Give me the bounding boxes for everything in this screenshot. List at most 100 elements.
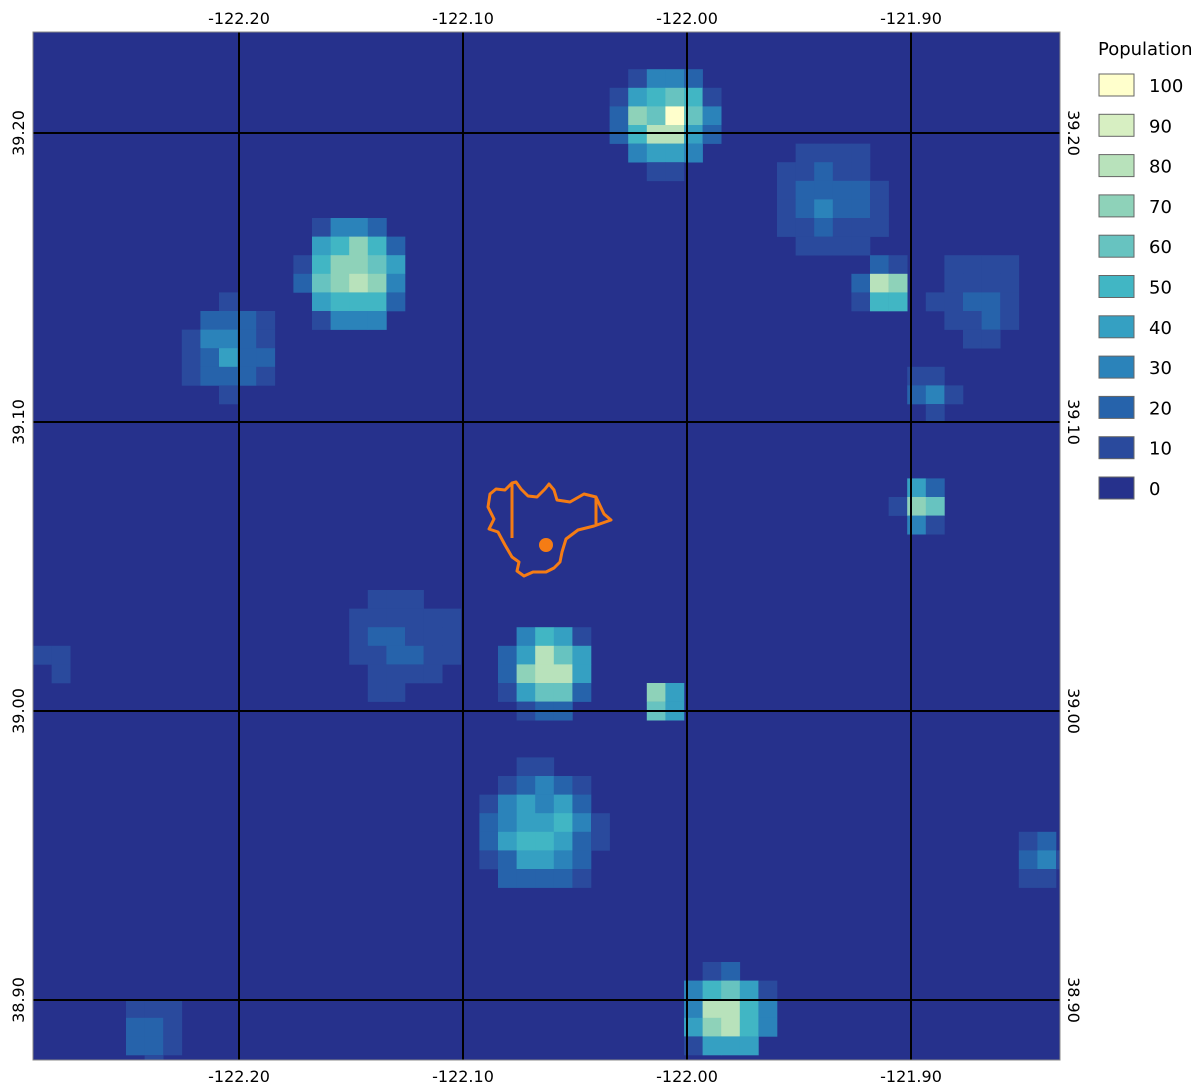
raster-cell [739, 999, 759, 1019]
raster-cell [535, 757, 555, 777]
legend-swatch [1098, 275, 1135, 298]
raster-cell [553, 683, 573, 702]
raster-cell [349, 311, 369, 330]
raster-cell [572, 794, 592, 814]
raster-cell [1018, 850, 1038, 870]
legend-title: Population [1098, 39, 1193, 60]
raster-cell [572, 664, 592, 684]
raster-cell [237, 311, 257, 330]
lon-tick-label-bottom: -121.90 [880, 1067, 942, 1086]
legend-swatch [1098, 73, 1135, 97]
raster-cell [702, 1017, 722, 1037]
raster-cell [330, 292, 350, 312]
raster-cell [219, 366, 238, 386]
raster-cell [684, 87, 703, 107]
lon-tick-label-top: -122.00 [656, 9, 718, 28]
raster-cell [256, 366, 276, 386]
raster-cell [312, 218, 331, 237]
raster-cell [795, 162, 815, 182]
raster-cell [758, 980, 778, 1000]
raster-cell [702, 980, 722, 1000]
raster-cell [293, 273, 313, 293]
raster-cell [1000, 255, 1020, 275]
raster-cell [870, 180, 889, 200]
raster-cell [51, 645, 71, 665]
raster-cell [144, 1017, 164, 1037]
raster-cell [814, 218, 834, 237]
raster-cell [851, 143, 871, 163]
raster-cell [944, 311, 964, 330]
lat-tick-label-right: 38.90 [1064, 977, 1083, 1023]
raster-cell [498, 645, 517, 665]
raster-cell [516, 757, 536, 777]
raster-cell [126, 1017, 145, 1037]
raster-cell [349, 292, 369, 312]
raster-cell [367, 627, 387, 647]
raster-cell [479, 813, 499, 833]
raster-cell [349, 273, 369, 293]
raster-cell [219, 292, 238, 312]
lat-tick-label-right: 39.00 [1064, 688, 1083, 734]
raster-cell [814, 180, 834, 200]
raster-cell [646, 162, 666, 182]
raster-cell [200, 329, 220, 349]
raster-cell [498, 683, 517, 702]
raster-cell [516, 683, 536, 702]
raster-cell [219, 385, 238, 405]
raster-cell [312, 273, 331, 293]
raster-cell [349, 255, 369, 275]
raster-cell [888, 273, 908, 293]
raster-cell [33, 645, 52, 665]
raster-cell [256, 329, 276, 349]
raster-cell [981, 273, 1001, 293]
raster-cell [665, 87, 685, 107]
raster-cell [944, 292, 964, 312]
raster-cell [572, 869, 592, 888]
raster-cell [516, 813, 536, 833]
raster-cell [870, 292, 889, 312]
raster-cell [832, 218, 852, 237]
raster-cell [312, 292, 331, 312]
raster-cell [535, 850, 555, 870]
raster-cell [516, 869, 536, 888]
raster-cell [814, 199, 834, 219]
raster-cell [814, 236, 834, 256]
raster-cell [1018, 831, 1038, 851]
raster-cell [739, 980, 759, 1000]
raster-cell [535, 645, 555, 665]
raster-cell [665, 106, 685, 126]
legend-label: 100 [1149, 76, 1183, 97]
raster-cell [516, 664, 536, 684]
raster-cell [367, 273, 387, 293]
raster-cell [702, 106, 722, 126]
legend-swatch [1098, 154, 1135, 178]
raster-cell [963, 255, 982, 275]
raster-cell [330, 255, 350, 275]
raster-cell [367, 236, 387, 256]
raster-cell [423, 608, 443, 628]
legend-label: 70 [1149, 197, 1172, 218]
raster-cell [721, 962, 741, 981]
raster-cell [702, 999, 722, 1019]
raster-cell [330, 236, 350, 256]
raster-cell [200, 348, 220, 368]
raster-cell [386, 683, 406, 702]
raster-cell [386, 273, 406, 293]
raster-cell [702, 962, 722, 981]
raster-cell [572, 645, 592, 665]
raster-cell [405, 645, 424, 665]
raster-cell [628, 106, 648, 126]
raster-cell [516, 850, 536, 870]
raster-cell [349, 236, 369, 256]
legend-label: 40 [1149, 318, 1172, 339]
raster-cell [181, 366, 201, 386]
raster-cell [646, 106, 666, 126]
raster-cell [963, 311, 982, 330]
raster-cell [684, 106, 703, 126]
raster-cell [758, 999, 778, 1019]
raster-cell [925, 497, 945, 516]
raster-cell [535, 794, 555, 814]
raster-cell [851, 273, 871, 293]
raster-cell [367, 683, 387, 702]
